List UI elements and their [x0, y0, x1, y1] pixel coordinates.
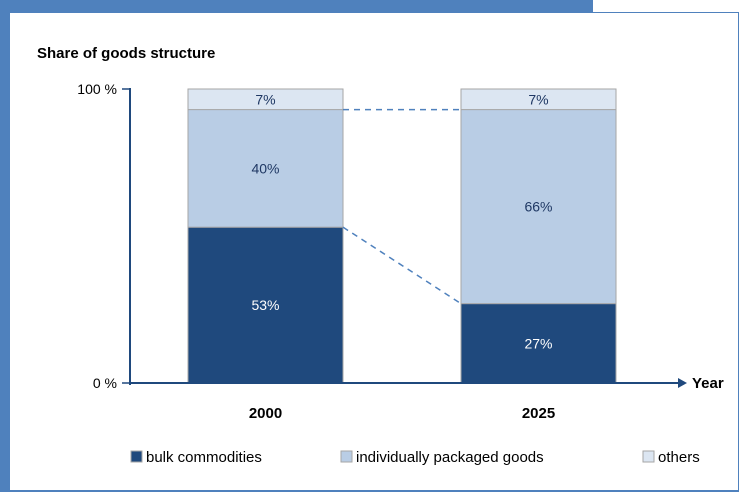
data-label-2-2000: 7% — [255, 91, 275, 107]
category-label-2025: 2025 — [522, 405, 555, 422]
data-label-1-2000: 40% — [251, 160, 279, 176]
data-label-2-2025: 7% — [528, 91, 548, 107]
x-axis-label: Year — [692, 375, 724, 392]
y-ticks-group: 0 % 100 % — [77, 81, 130, 391]
legend: bulk commodities individually packaged go… — [130, 449, 700, 466]
chart-title: Share of goods structure — [37, 45, 215, 62]
data-label-1-2025: 66% — [524, 199, 552, 215]
legend-swatch-2 — [642, 450, 655, 463]
y-tick-label-0: 0 % — [93, 375, 117, 391]
frame-bottom-line — [0, 490, 739, 492]
bars-group: 53% 40% 7% 27% 66% 7% — [187, 88, 617, 384]
legend-label-1: individually packaged goods — [356, 449, 544, 466]
frame-top-bar — [0, 0, 593, 13]
bar-segment-0-2000 — [187, 226, 344, 384]
bar-segment-2-2000 — [187, 88, 344, 111]
category-labels-group: 2000 2025 — [249, 405, 555, 422]
data-label-0-2000: 53% — [251, 297, 279, 313]
axes-group: Year — [129, 88, 724, 392]
frame-left-bar — [0, 0, 10, 492]
y-tick-label-1: 100 % — [77, 81, 117, 97]
bar-segment-0-2025 — [460, 303, 617, 384]
connector-lines — [342, 108, 462, 305]
frame-top-line — [593, 12, 739, 13]
bar-segment-2-2025 — [460, 88, 617, 111]
legend-label-0: bulk commodities — [146, 449, 262, 466]
category-label-2000: 2000 — [249, 405, 282, 422]
data-label-0-2025: 27% — [524, 335, 552, 351]
x-axis-arrow — [678, 378, 687, 388]
connector-line-0 — [342, 226, 462, 305]
legend-swatch-0 — [130, 450, 143, 463]
legend-label-2: others — [658, 449, 700, 466]
legend-swatch-1 — [340, 450, 353, 463]
